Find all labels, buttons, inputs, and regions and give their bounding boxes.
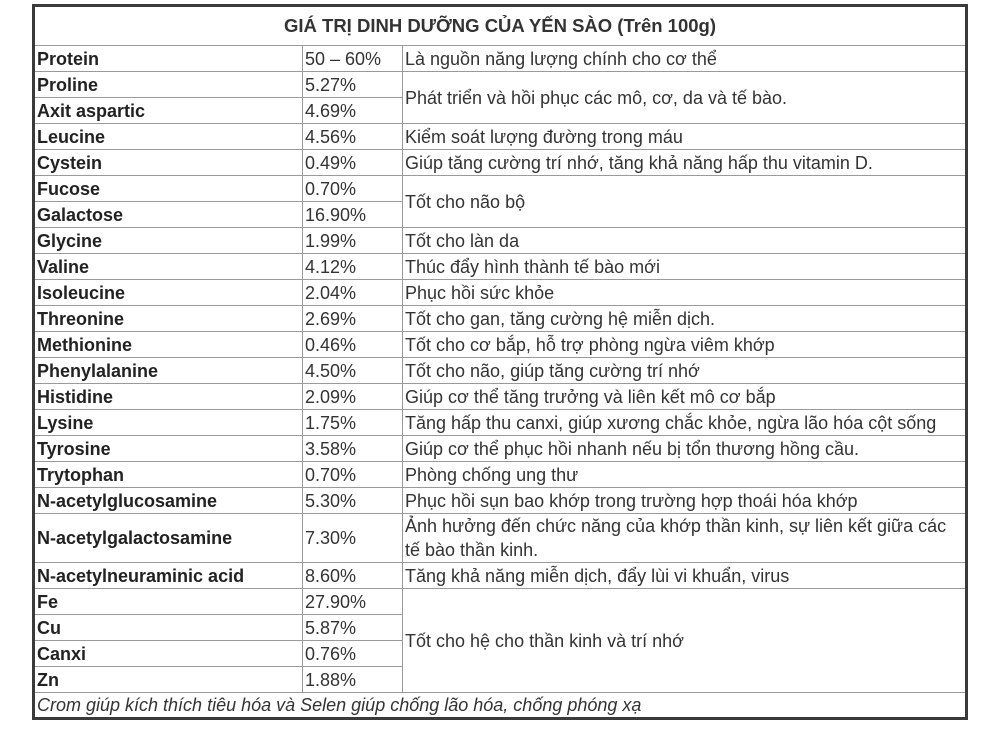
nutrient-value: 1.88% [302, 666, 403, 693]
table-row: Canxi 0.76% [33, 640, 967, 667]
table-footnote: Crom giúp kích thích tiêu hóa và Selen g… [33, 692, 967, 719]
nutrient-value: 0.46% [302, 331, 403, 358]
table-row: Methionine 0.46% Tốt cho cơ bắp, hỗ trợ ph… [33, 331, 967, 358]
table-row: Lysine 1.75% Tăng hấp thu canxi, giúp xươn… [33, 409, 967, 436]
nutrient-name: Isoleucine [33, 279, 303, 306]
nutrient-value: 4.69% [302, 97, 403, 124]
nutrient-benefit: Là nguồn năng lượng chính cho cơ thể [402, 45, 967, 72]
nutrient-name: Zn [33, 666, 303, 693]
nutrient-name: Valine [33, 253, 303, 280]
table-row: N-acetylneuraminic acid 8.60% Tăng khả năn… [33, 562, 967, 589]
table-row: Protein 50 – 60% Là nguồn năng lượng chính… [33, 45, 967, 72]
nutrient-name: Protein [33, 45, 303, 72]
nutrient-value: 0.70% [302, 175, 403, 202]
nutrient-name: N-acetylgalactosamine [33, 513, 303, 563]
table-row: Fe 27.90% Tốt cho hệ cho thần kinh và trí … [33, 588, 967, 693]
table-row: Leucine 4.56% Kiểm soát lượng đường trong … [33, 123, 967, 150]
nutrient-name: Fucose [33, 175, 303, 202]
nutrient-value: 1.99% [302, 227, 403, 254]
nutrient-value: 2.09% [302, 383, 403, 410]
nutrient-benefit: Ảnh hưởng đến chức năng của khớp thần ki… [402, 513, 967, 563]
nutrient-benefit: Tốt cho não, giúp tăng cường trí nhớ [402, 357, 967, 384]
table-row: Zn 1.88% [33, 666, 967, 693]
nutrition-table: GIÁ TRỊ DINH DƯỠNG CỦA YẾN SÀO (Trên 100… [32, 4, 968, 720]
nutrient-name: Fe [33, 588, 303, 615]
nutrient-value: 4.12% [302, 253, 403, 280]
nutrient-name: Threonine [33, 305, 303, 332]
nutrient-benefit: Giúp tăng cường trí nhớ, tăng khả năng h… [402, 149, 967, 176]
nutrient-name: Leucine [33, 123, 303, 150]
nutrient-name: Axit aspartic [33, 97, 303, 124]
nutrient-name: Proline [33, 71, 303, 98]
nutrient-name: Lysine [33, 409, 303, 436]
nutrient-benefit: Tăng khả năng miễn dịch, đẩy lùi vi khuẩ… [402, 562, 967, 589]
nutrient-benefit: Thúc đẩy hình thành tế bào mới [402, 253, 967, 280]
nutrient-value: 8.60% [302, 562, 403, 589]
table-row: Isoleucine 2.04% Phục hồi sức khỏe [33, 279, 967, 306]
nutrient-value: 0.76% [302, 640, 403, 667]
table-title: GIÁ TRỊ DINH DƯỠNG CỦA YẾN SÀO (Trên 100… [33, 5, 967, 46]
nutrient-value: 4.50% [302, 357, 403, 384]
nutrient-benefit: Giúp cơ thể tăng trưởng và liên kết mô c… [402, 383, 967, 410]
nutrient-benefit: Tốt cho cơ bắp, hỗ trợ phòng ngừa viêm k… [402, 331, 967, 358]
nutrient-name: Cystein [33, 149, 303, 176]
table-row: Fucose 0.70% Tốt cho não bộ [33, 175, 967, 228]
nutrient-value: 3.58% [302, 435, 403, 462]
table-row: Valine 4.12% Thúc đẩy hình thành tế bào mớ… [33, 253, 967, 280]
nutrient-name: Trytophan [33, 461, 303, 488]
nutrient-benefit: Tốt cho não bộ [402, 175, 967, 228]
nutrient-benefit: Tăng hấp thu canxi, giúp xương chắc khỏe… [402, 409, 967, 436]
nutrient-name: Glycine [33, 227, 303, 254]
table-row: N-acetylgalactosamine 7.30% Ảnh hưởng đến … [33, 513, 967, 563]
nutrient-benefit: Giúp cơ thể phục hồi nhanh nếu bị tổn th… [402, 435, 967, 462]
nutrient-name: Galactose [33, 201, 303, 228]
nutrient-name: N-acetylneuraminic acid [33, 562, 303, 589]
nutrient-value: 2.69% [302, 305, 403, 332]
table-row: Phenylalanine 4.50% Tốt cho não, giúp tăng… [33, 357, 967, 384]
table-row: Cu 5.87% [33, 614, 967, 641]
nutrient-benefit: Tốt cho gan, tăng cường hệ miễn dịch. [402, 305, 967, 332]
nutrient-name: Cu [33, 614, 303, 641]
nutrient-value: 5.30% [302, 487, 403, 514]
nutrient-benefit: Phục hồi sức khỏe [402, 279, 967, 306]
nutrient-name: Histidine [33, 383, 303, 410]
nutrient-name: N-acetylglucosamine [33, 487, 303, 514]
nutrient-value: 0.70% [302, 461, 403, 488]
nutrient-value: 1.75% [302, 409, 403, 436]
nutrient-value: 27.90% [302, 588, 403, 615]
nutrient-name: Phenylalanine [33, 357, 303, 384]
nutrient-value: 5.87% [302, 614, 403, 641]
nutrient-value: 5.27% [302, 71, 403, 98]
nutrient-name: Tyrosine [33, 435, 303, 462]
nutrient-benefit: Phục hồi sụn bao khớp trong trường hợp t… [402, 487, 967, 514]
table-row: Proline 5.27% Phát triển và hồi phục các m… [33, 71, 967, 124]
nutrient-value: 7.30% [302, 513, 403, 563]
nutrient-benefit: Phòng chống ung thư [402, 461, 967, 488]
table-row: Histidine 2.09% Giúp cơ thể tăng trưởng và… [33, 383, 967, 410]
table-row: N-acetylglucosamine 5.30% Phục hồi sụn bao… [33, 487, 967, 514]
nutrient-name: Methionine [33, 331, 303, 358]
nutrient-value: 16.90% [302, 201, 403, 228]
nutrient-value: 0.49% [302, 149, 403, 176]
table-row: Glycine 1.99% Tốt cho làn da [33, 227, 967, 254]
table-row: Axit aspartic 4.69% [33, 97, 967, 124]
nutrient-name: Canxi [33, 640, 303, 667]
table-row: Threonine 2.69% Tốt cho gan, tăng cường hệ… [33, 305, 967, 332]
nutrient-value: 4.56% [302, 123, 403, 150]
nutrient-benefit: Tốt cho làn da [402, 227, 967, 254]
nutrient-benefit: Tốt cho hệ cho thần kinh và trí nhớ [402, 588, 967, 693]
table-row: Tyrosine 3.58% Giúp cơ thể phục hồi nhanh … [33, 435, 967, 462]
nutrient-benefit: Kiểm soát lượng đường trong máu [402, 123, 967, 150]
table-row: Trytophan 0.70% Phòng chống ung thư [33, 461, 967, 488]
nutrient-value: 2.04% [302, 279, 403, 306]
nutrient-benefit: Phát triển và hồi phục các mô, cơ, da và… [402, 71, 967, 124]
nutrient-value: 50 – 60% [302, 45, 403, 72]
table-row: Cystein 0.49% Giúp tăng cường trí nhớ, tăn… [33, 149, 967, 176]
